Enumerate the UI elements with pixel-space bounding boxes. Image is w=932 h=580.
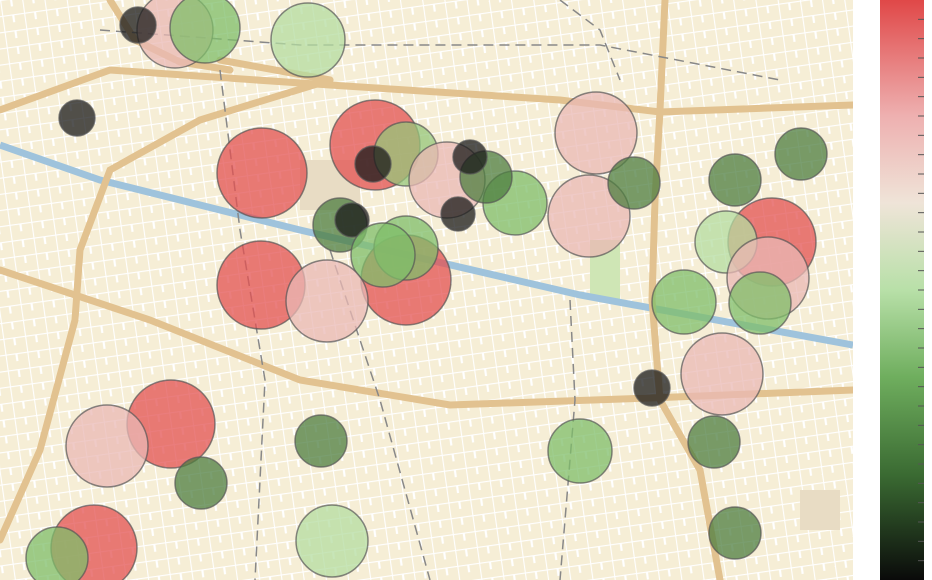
bubble[interactable]: [440, 196, 476, 232]
bubble[interactable]: [169, 0, 241, 64]
bubble[interactable]: [680, 332, 764, 416]
bubble[interactable]: [452, 139, 488, 175]
bubble[interactable]: [708, 506, 762, 560]
bubble[interactable]: [554, 91, 638, 175]
bubble[interactable]: [174, 456, 228, 510]
block: [800, 490, 840, 530]
bubble[interactable]: [294, 414, 348, 468]
bubble[interactable]: [633, 369, 671, 407]
bubble[interactable]: [25, 526, 89, 580]
bubble[interactable]: [216, 127, 308, 219]
bubble[interactable]: [65, 404, 149, 488]
bubble[interactable]: [334, 202, 370, 238]
bubble[interactable]: [354, 145, 392, 183]
bubble[interactable]: [651, 269, 717, 335]
bubble[interactable]: [547, 174, 631, 258]
bubble[interactable]: [708, 153, 762, 207]
bubble[interactable]: [285, 259, 369, 343]
bubble[interactable]: [687, 415, 741, 469]
bubble[interactable]: [728, 271, 792, 335]
colorbar-ticks: [918, 18, 924, 562]
colorbar: [880, 0, 924, 580]
bubble[interactable]: [58, 99, 96, 137]
bubble[interactable]: [547, 418, 613, 484]
bubble[interactable]: [350, 222, 416, 288]
bubble-layer: [25, 0, 828, 580]
bubble[interactable]: [295, 504, 369, 578]
bubble[interactable]: [774, 127, 828, 181]
bubble[interactable]: [270, 2, 346, 78]
bubble[interactable]: [119, 6, 157, 44]
bubble[interactable]: [607, 156, 661, 210]
